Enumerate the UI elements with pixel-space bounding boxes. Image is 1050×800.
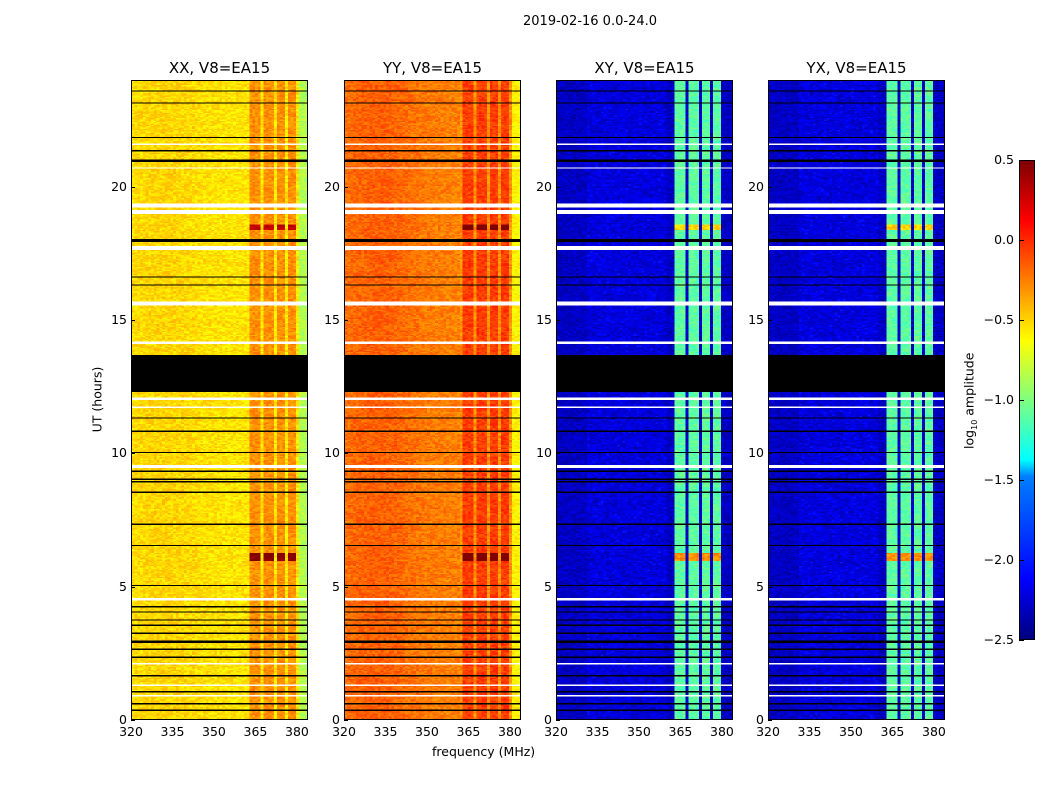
colorbar-tick-mark bbox=[1019, 320, 1024, 321]
colorbar-tick-label: −1.0 bbox=[983, 392, 1014, 407]
y-axis-label: UT (hours) bbox=[89, 366, 105, 433]
colorbar-tick-mark bbox=[1019, 560, 1024, 561]
y-tick-label: 15 bbox=[324, 312, 340, 327]
panel-title: YX, V8=EA15 bbox=[806, 59, 907, 77]
panel-title: XX, V8=EA15 bbox=[168, 59, 271, 77]
x-tick-label: 365 bbox=[668, 724, 693, 739]
x-tick-label: 365 bbox=[456, 724, 481, 739]
x-tick-label: 320 bbox=[756, 724, 780, 739]
x-tick-label: 380 bbox=[710, 724, 734, 739]
x-tick-label: 320 bbox=[119, 724, 143, 739]
y-tick-mark bbox=[768, 720, 772, 721]
y-tick-label: 0 bbox=[756, 712, 764, 727]
x-tick-label: 350 bbox=[839, 724, 863, 739]
y-tick-mark bbox=[344, 320, 348, 321]
panel-title: XY, V8=EA15 bbox=[594, 59, 695, 77]
y-tick-label: 0 bbox=[119, 712, 127, 727]
y-tick-label: 15 bbox=[111, 312, 127, 327]
x-tick-label: 380 bbox=[498, 724, 522, 739]
y-tick-mark bbox=[556, 186, 560, 188]
y-tick-mark bbox=[131, 320, 135, 321]
colorbar-tick-label: −1.5 bbox=[983, 472, 1014, 487]
y-tick-label: 10 bbox=[536, 445, 552, 461]
y-tick-label: 10 bbox=[111, 445, 127, 461]
heatmap-image bbox=[345, 81, 520, 719]
x-tick-label: 350 bbox=[415, 724, 439, 739]
y-tick-mark bbox=[768, 186, 772, 188]
y-tick-mark bbox=[556, 320, 560, 321]
heatmap-image bbox=[557, 81, 732, 719]
y-tick-label: 15 bbox=[536, 312, 552, 327]
colorbar-tick-label: 0.5 bbox=[994, 152, 1014, 167]
y-tick-mark bbox=[344, 186, 348, 188]
y-tick-mark bbox=[344, 453, 348, 455]
y-tick-mark bbox=[344, 586, 348, 588]
y-tick-label: 0 bbox=[332, 712, 340, 727]
y-tick-label: 15 bbox=[748, 312, 764, 327]
y-tick-mark bbox=[344, 720, 348, 721]
y-tick-mark bbox=[556, 453, 560, 455]
colorbar-tick-mark bbox=[1019, 240, 1024, 241]
y-tick-mark bbox=[131, 586, 135, 588]
y-tick-label: 5 bbox=[119, 578, 127, 594]
heatmap-image bbox=[132, 81, 307, 719]
colorbar-tick-mark bbox=[1019, 160, 1024, 161]
x-tick-label: 380 bbox=[922, 724, 946, 739]
colorbar-tick-mark bbox=[1019, 480, 1024, 481]
y-tick-mark bbox=[768, 320, 772, 321]
x-tick-label: 365 bbox=[880, 724, 905, 739]
y-tick-label: 20 bbox=[536, 178, 552, 194]
x-tick-label: 335 bbox=[373, 724, 398, 739]
y-tick-mark bbox=[131, 186, 135, 188]
heatmap-panel bbox=[344, 80, 521, 720]
y-tick-label: 0 bbox=[544, 712, 552, 727]
x-tick-label: 335 bbox=[585, 724, 610, 739]
y-tick-label: 20 bbox=[748, 178, 764, 194]
x-axis-label: frequency (MHz) bbox=[432, 744, 536, 759]
colorbar-tick-label: −0.5 bbox=[983, 312, 1014, 327]
y-tick-label: 5 bbox=[332, 578, 340, 594]
y-tick-label: 5 bbox=[756, 578, 764, 594]
y-tick-mark bbox=[131, 453, 135, 455]
colorbar-tick-mark bbox=[1019, 640, 1024, 641]
y-tick-mark bbox=[768, 453, 772, 455]
x-tick-label: 350 bbox=[627, 724, 651, 739]
heatmap-image bbox=[769, 81, 944, 719]
x-tick-label: 335 bbox=[797, 724, 822, 739]
heatmap-panel bbox=[131, 80, 308, 720]
x-tick-label: 335 bbox=[160, 724, 185, 739]
panel-title: YY, V8=EA15 bbox=[382, 59, 483, 77]
x-tick-label: 350 bbox=[202, 724, 226, 739]
y-tick-label: 20 bbox=[111, 178, 127, 194]
colorbar-tick-label: −2.5 bbox=[983, 632, 1014, 647]
figure-title: 2019-02-16 0.0-24.0 bbox=[523, 14, 657, 29]
y-tick-label: 5 bbox=[544, 578, 552, 594]
colorbar-tick-label: 0.0 bbox=[994, 232, 1014, 247]
x-tick-label: 320 bbox=[332, 724, 356, 739]
y-tick-mark bbox=[768, 586, 772, 588]
y-tick-label: 10 bbox=[748, 445, 764, 461]
x-tick-label: 320 bbox=[544, 724, 568, 739]
x-tick-label: 365 bbox=[243, 724, 268, 739]
x-tick-label: 380 bbox=[285, 724, 309, 739]
y-tick-label: 10 bbox=[324, 445, 340, 461]
y-tick-mark bbox=[556, 720, 560, 721]
y-tick-mark bbox=[131, 720, 135, 721]
heatmap-panel bbox=[768, 80, 945, 720]
colorbar-tick-label: −2.0 bbox=[983, 552, 1014, 567]
heatmap-panel bbox=[556, 80, 733, 720]
y-tick-label: 20 bbox=[324, 178, 340, 194]
colorbar-tick-mark bbox=[1019, 400, 1024, 401]
y-tick-mark bbox=[556, 586, 560, 588]
